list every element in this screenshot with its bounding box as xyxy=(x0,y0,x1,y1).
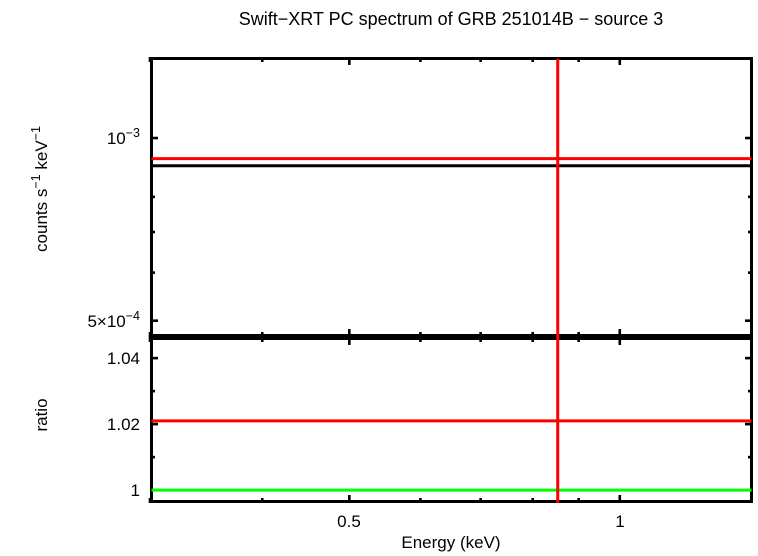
ytick-label-5e-4: 5×10−4 xyxy=(87,309,140,331)
ytick-label-1.04: 1.04 xyxy=(107,349,140,368)
y-axis-title-ratio: ratio xyxy=(32,398,51,431)
x-axis-title: Energy (keV) xyxy=(401,533,500,552)
ytick-label-1.02: 1.02 xyxy=(107,415,140,434)
xtick-label-1: 1 xyxy=(615,512,624,531)
spectrum-frame xyxy=(150,57,753,337)
plot-title: Swift−XRT PC spectrum of GRB 251014B − s… xyxy=(239,9,664,29)
xtick-label-0.5: 0.5 xyxy=(337,512,361,531)
y-axis-title-counts: counts s−1 keV−1 xyxy=(29,126,51,252)
ytick-label-1e-3: 10−3 xyxy=(107,126,140,148)
plot-lines-layer xyxy=(148,57,753,503)
ytick-label-1: 1 xyxy=(131,481,140,500)
